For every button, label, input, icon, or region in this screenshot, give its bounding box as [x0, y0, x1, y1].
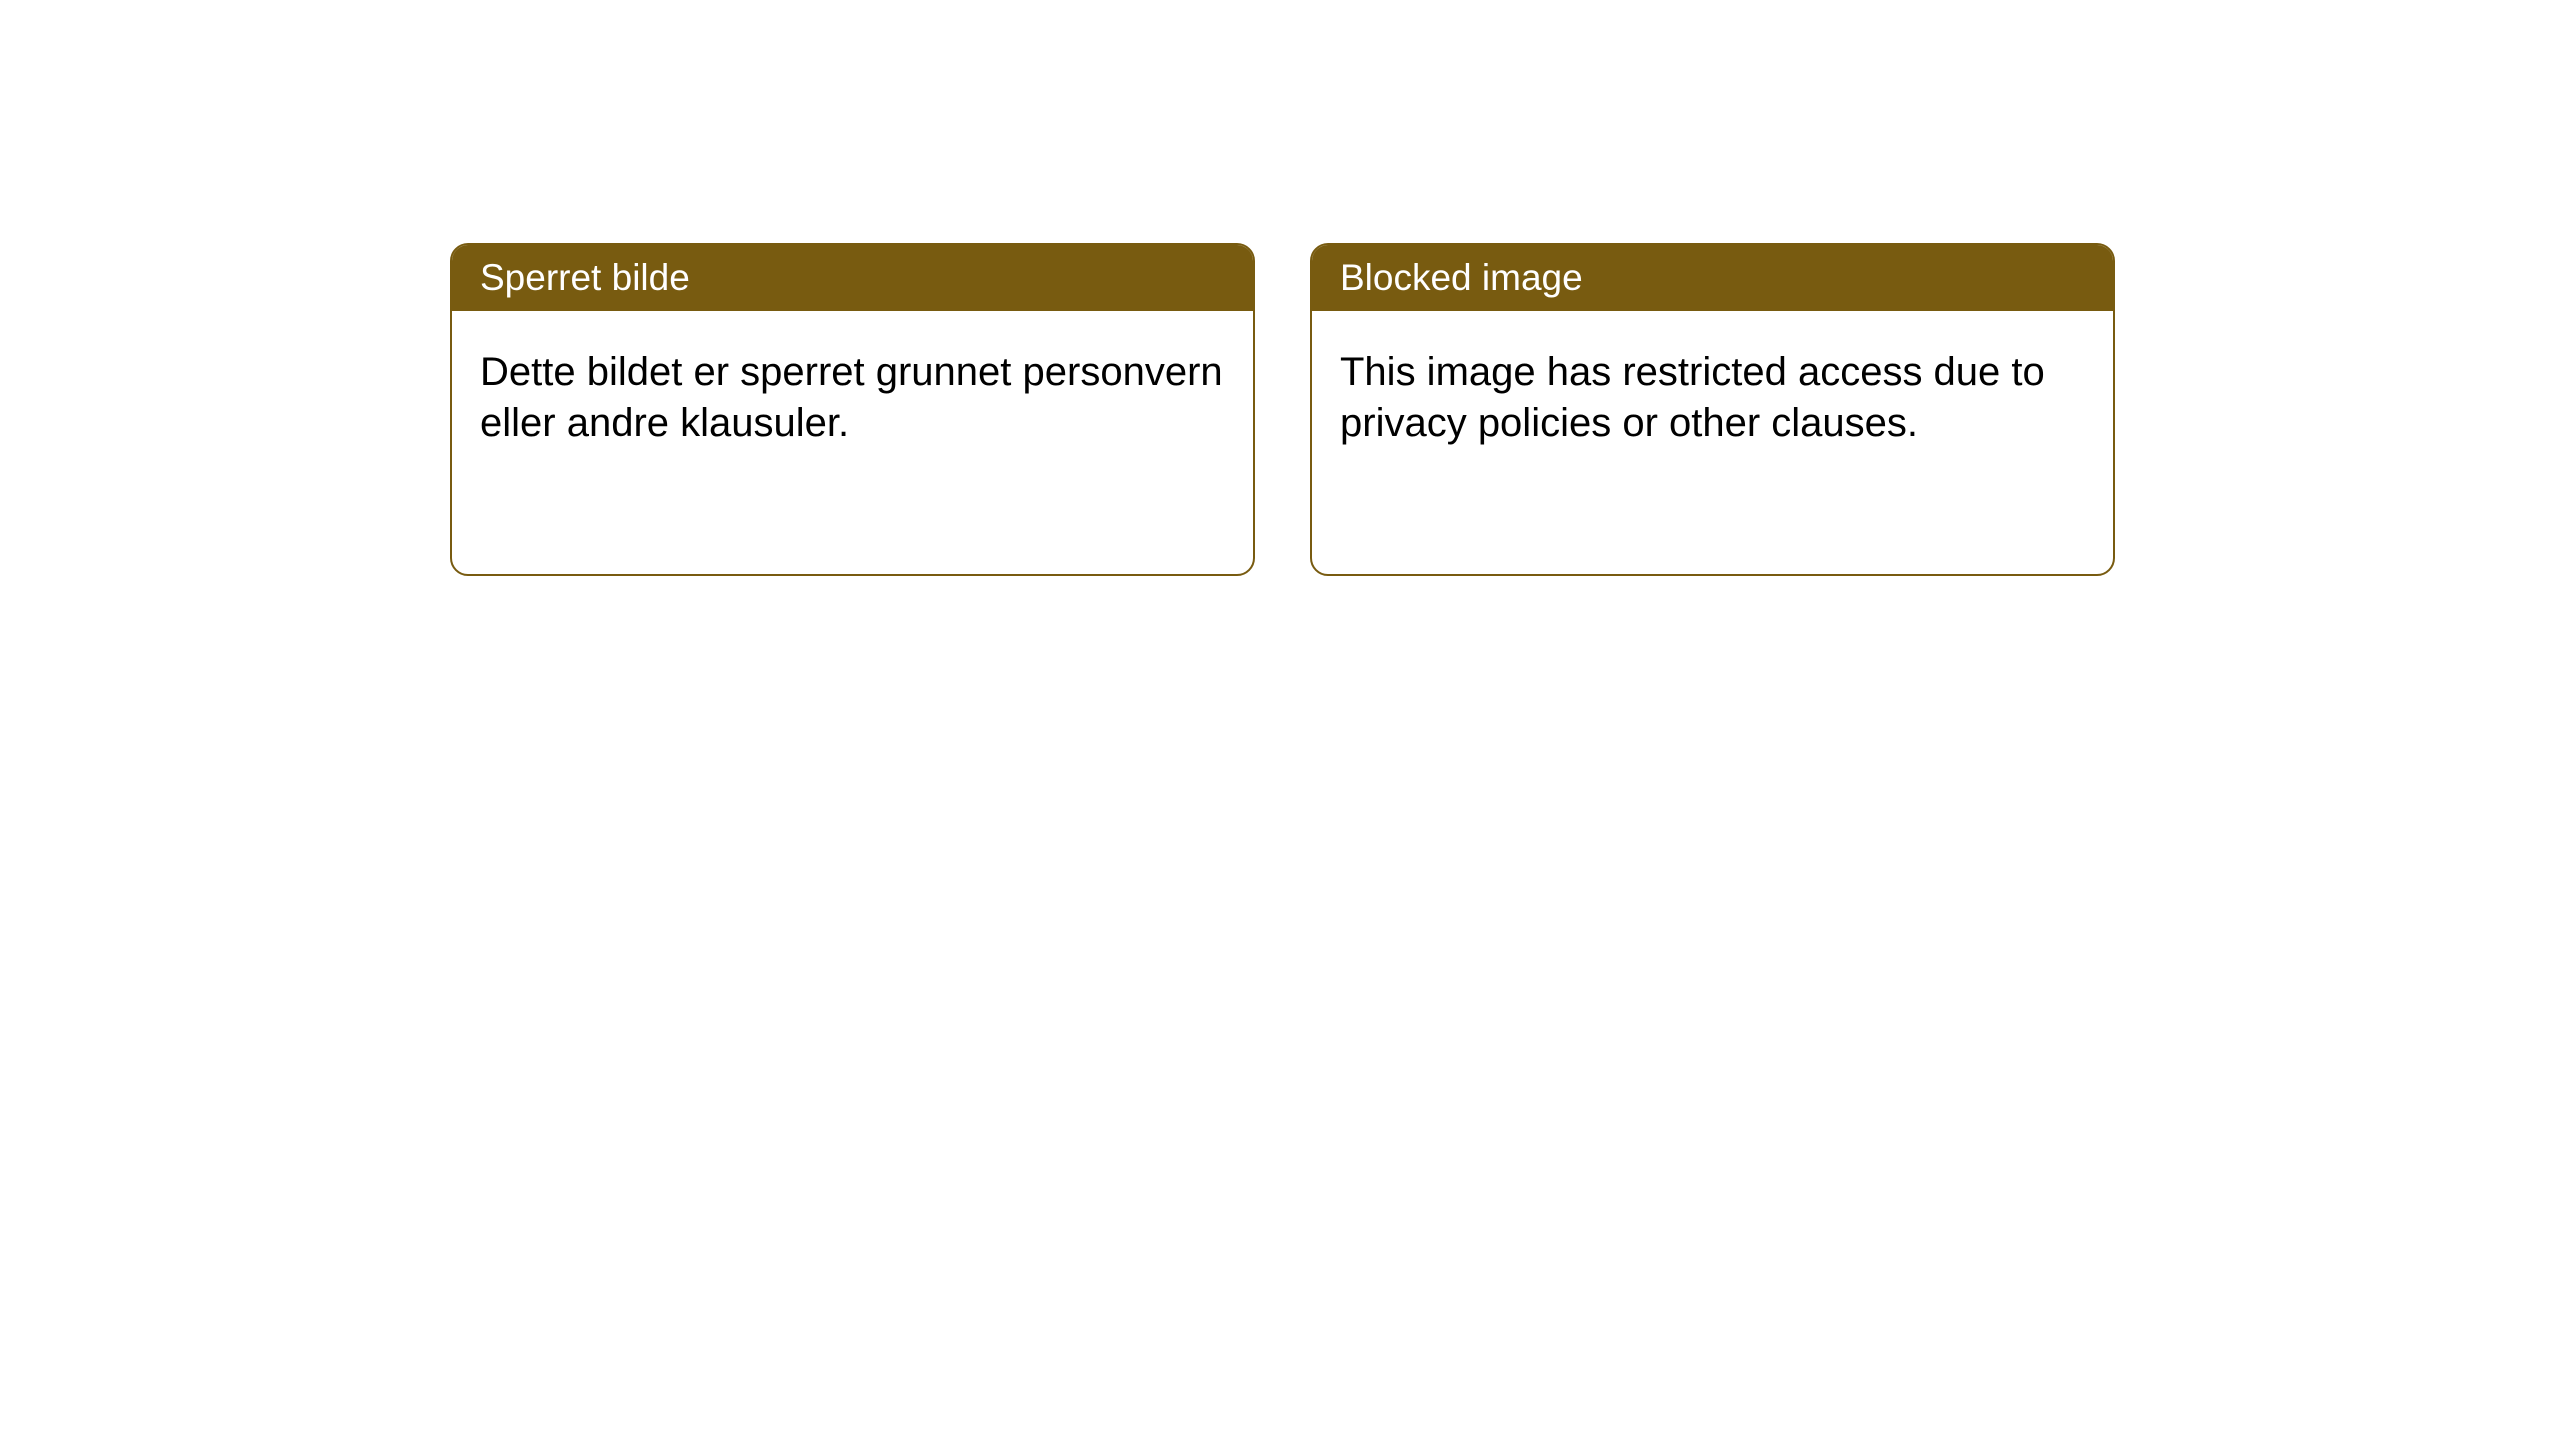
notice-card-english: Blocked image This image has restricted … [1310, 243, 2115, 576]
card-title: Sperret bilde [480, 257, 690, 298]
card-body: This image has restricted access due to … [1312, 311, 2113, 485]
card-message: Dette bildet er sperret grunnet personve… [480, 350, 1223, 445]
card-body: Dette bildet er sperret grunnet personve… [452, 311, 1253, 485]
card-header: Sperret bilde [452, 245, 1253, 311]
notice-container: Sperret bilde Dette bildet er sperret gr… [450, 243, 2115, 576]
card-title: Blocked image [1340, 257, 1583, 298]
card-message: This image has restricted access due to … [1340, 350, 2045, 445]
notice-card-norwegian: Sperret bilde Dette bildet er sperret gr… [450, 243, 1255, 576]
card-header: Blocked image [1312, 245, 2113, 311]
